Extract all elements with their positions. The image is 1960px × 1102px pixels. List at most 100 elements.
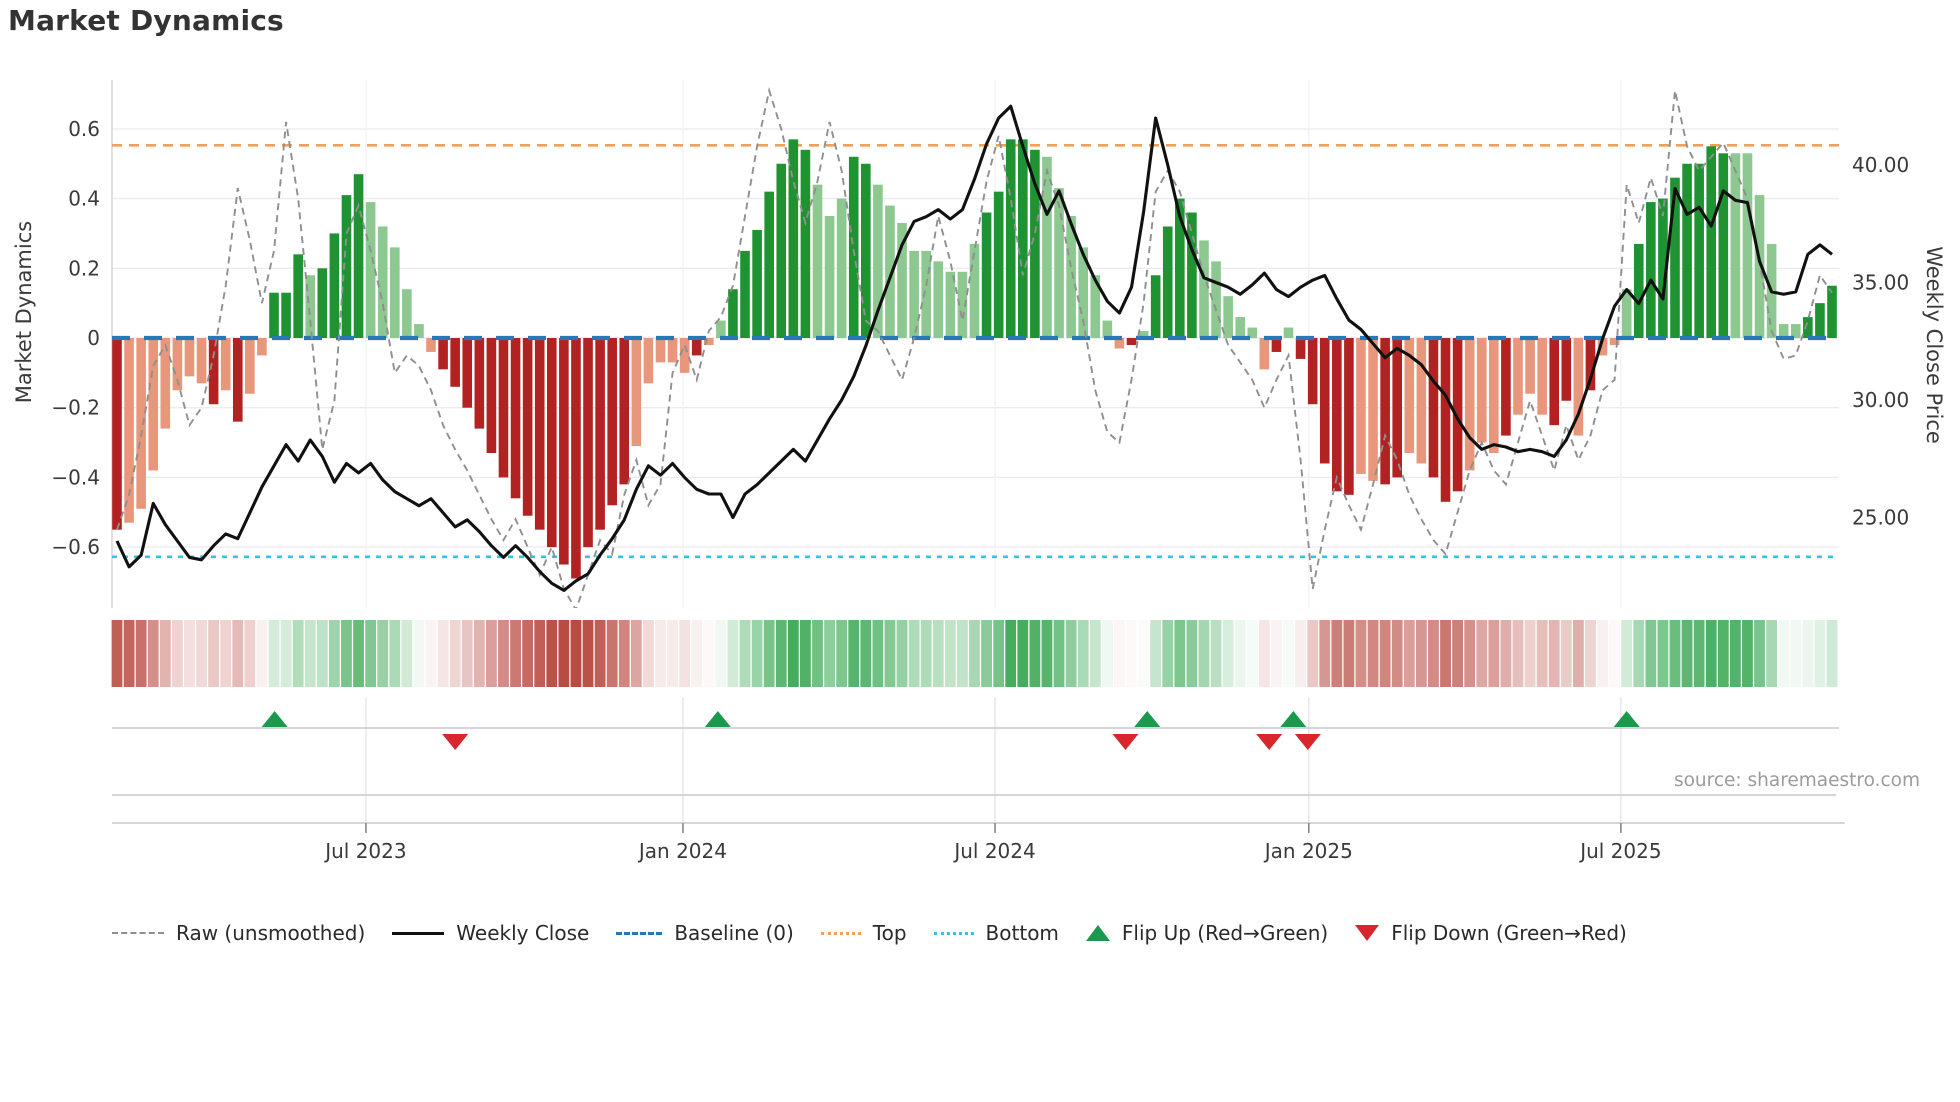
oscillator-bar bbox=[124, 338, 134, 523]
oscillator-bar bbox=[716, 320, 726, 338]
heat-cell bbox=[896, 620, 908, 687]
oscillator-bar bbox=[1404, 338, 1415, 454]
heat-cell bbox=[751, 620, 763, 687]
heat-cell bbox=[1572, 620, 1584, 687]
oscillator-bar bbox=[752, 229, 762, 338]
legend-item-0: Raw (unsmoothed) bbox=[112, 921, 365, 945]
heat-cell bbox=[1717, 620, 1729, 687]
heat-cell bbox=[1077, 620, 1089, 687]
oscillator-bar bbox=[1621, 289, 1632, 338]
heat-cell bbox=[1234, 620, 1246, 687]
oscillator-bar bbox=[1078, 247, 1088, 338]
heat-cell bbox=[570, 620, 582, 687]
oscillator-bar bbox=[1175, 198, 1185, 338]
oscillator-bar bbox=[1211, 261, 1221, 338]
heat-cell bbox=[957, 620, 968, 687]
heat-cell bbox=[304, 620, 316, 687]
oscillator-bar bbox=[1271, 338, 1282, 352]
page-title: Market Dynamics bbox=[8, 4, 284, 37]
right-tick-label: 30.00 bbox=[1852, 388, 1909, 412]
oscillator-bar bbox=[1392, 338, 1403, 478]
heat-cell bbox=[328, 620, 340, 687]
heat-cell bbox=[1766, 620, 1778, 687]
oscillator-bar bbox=[1235, 317, 1246, 338]
oscillator-bar bbox=[196, 338, 207, 384]
oscillator-bar bbox=[136, 338, 146, 509]
heat-cell bbox=[1295, 620, 1306, 687]
oscillator-bar bbox=[305, 275, 316, 338]
oscillator-bar bbox=[534, 338, 545, 530]
heat-cell bbox=[1283, 620, 1294, 687]
x-tick-label: Jan 2025 bbox=[1263, 839, 1353, 863]
heat-cell bbox=[993, 620, 1005, 687]
heat-cell bbox=[1186, 620, 1198, 687]
oscillator-bar bbox=[1682, 163, 1692, 338]
oscillator-bar bbox=[1295, 338, 1306, 359]
heat-cell bbox=[763, 620, 775, 687]
oscillator-bar bbox=[993, 191, 1004, 338]
oscillator-bar bbox=[1440, 338, 1451, 502]
oscillator-bar bbox=[1247, 327, 1258, 338]
heat-cell bbox=[1657, 620, 1669, 687]
oscillator-bar bbox=[1476, 338, 1487, 443]
oscillator-bar bbox=[172, 338, 183, 391]
oscillator-bar bbox=[728, 289, 738, 338]
heat-cell bbox=[1331, 620, 1343, 687]
heat-cell bbox=[184, 620, 195, 687]
heat-cell bbox=[1053, 620, 1065, 687]
heat-cell bbox=[1464, 620, 1476, 687]
oscillator-bar bbox=[498, 338, 509, 478]
heat-cell bbox=[691, 620, 703, 687]
oscillator-bar bbox=[220, 338, 231, 391]
oscillator-bar bbox=[595, 338, 605, 530]
heat-cell bbox=[1705, 620, 1717, 687]
legend-swatch-dash bbox=[112, 932, 164, 934]
heat-cell bbox=[1222, 620, 1234, 687]
heat-cell bbox=[473, 620, 485, 687]
oscillator-bar bbox=[1597, 338, 1608, 356]
legend-swatch-dot bbox=[933, 931, 974, 935]
heat-cell bbox=[534, 620, 546, 687]
flip-down-marker bbox=[442, 734, 469, 750]
oscillator-bar bbox=[788, 139, 799, 338]
heat-cell bbox=[1476, 620, 1488, 687]
oscillator-bar bbox=[619, 338, 630, 485]
oscillator-bar bbox=[426, 338, 436, 352]
oscillator-bar bbox=[861, 163, 871, 338]
oscillator-bar bbox=[1054, 188, 1064, 338]
heat-cell bbox=[1415, 620, 1427, 687]
heat-cell bbox=[413, 620, 425, 687]
oscillator-bar bbox=[824, 216, 835, 338]
heat-cell bbox=[1524, 620, 1536, 687]
heat-cell bbox=[1729, 620, 1741, 687]
oscillator-bar bbox=[703, 338, 714, 345]
oscillator-bar bbox=[522, 338, 533, 516]
oscillator-bar bbox=[1827, 285, 1837, 338]
weekly-close-line bbox=[115, 104, 1833, 592]
heat-cell bbox=[1428, 620, 1439, 687]
oscillator-bar bbox=[1356, 338, 1366, 474]
oscillator-bar bbox=[812, 184, 823, 338]
legend-label: Flip Down (Green→Red) bbox=[1391, 921, 1627, 945]
heat-cell bbox=[1621, 620, 1633, 687]
left-tick-label: −0.2 bbox=[51, 396, 100, 420]
heat-cell bbox=[1391, 620, 1403, 687]
oscillator-bar bbox=[897, 222, 907, 338]
oscillator-bar bbox=[1428, 338, 1439, 478]
oscillator-bar bbox=[921, 250, 931, 338]
oscillator-bar bbox=[365, 202, 376, 338]
heat-cell bbox=[256, 620, 268, 687]
oscillator-bar bbox=[1646, 202, 1656, 338]
heat-cell bbox=[220, 620, 232, 687]
heat-cell bbox=[1162, 620, 1174, 687]
oscillator-bar bbox=[1102, 320, 1113, 338]
heat-cell bbox=[848, 620, 860, 687]
heat-cell bbox=[1210, 620, 1222, 687]
x-tick-label: Jul 2024 bbox=[952, 839, 1035, 863]
oscillator-bar bbox=[1380, 338, 1390, 485]
flip-down-marker bbox=[1294, 734, 1321, 750]
heat-cell bbox=[1029, 620, 1041, 687]
oscillator-bar bbox=[776, 163, 787, 338]
heat-cell bbox=[1693, 620, 1705, 687]
